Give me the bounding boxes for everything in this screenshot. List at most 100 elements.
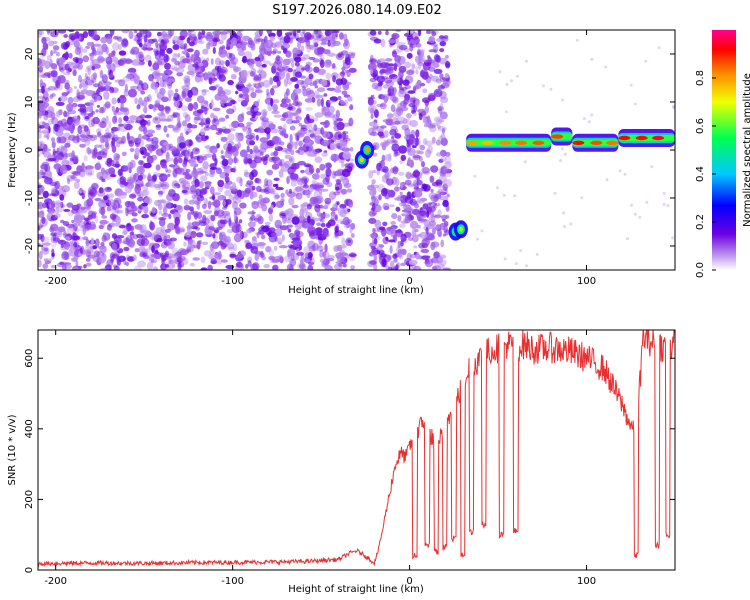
noise-dot xyxy=(285,106,294,110)
noise-dot xyxy=(369,30,377,36)
noise-dot xyxy=(148,157,155,164)
noise-dot xyxy=(39,82,44,87)
noise-dot xyxy=(49,62,57,69)
noise-dot xyxy=(163,125,168,133)
noise-dot xyxy=(342,263,347,268)
noise-dot xyxy=(108,121,112,129)
noise-dot xyxy=(77,74,82,83)
noise-dot xyxy=(237,81,243,86)
noise-dot xyxy=(198,113,204,120)
noise-dot xyxy=(76,133,80,143)
noise-dot xyxy=(186,225,194,230)
noise-dot xyxy=(427,233,436,241)
noise-dot xyxy=(64,51,69,59)
noise-dot xyxy=(222,165,230,170)
noise-dot xyxy=(195,71,205,78)
noise-dot xyxy=(205,181,212,188)
noise-dot xyxy=(113,265,120,270)
noise-dot xyxy=(391,139,398,144)
noise-dot xyxy=(259,127,264,133)
noise-dot xyxy=(148,180,156,188)
noise-dot xyxy=(98,224,105,230)
noise-dot xyxy=(370,94,375,98)
noise-dot xyxy=(82,236,89,241)
noise-dot xyxy=(396,245,403,254)
noise-dot xyxy=(123,227,128,236)
noise-dot xyxy=(672,106,675,110)
noise-dot xyxy=(194,61,199,71)
noise-dot xyxy=(186,37,191,44)
noise-dot xyxy=(117,168,123,176)
noise-dot xyxy=(169,237,177,242)
noise-dot xyxy=(253,145,259,154)
noise-dot xyxy=(143,162,152,169)
noise-dot xyxy=(341,169,351,177)
noise-dot xyxy=(436,140,441,145)
noise-dot xyxy=(124,83,128,93)
noise-dot xyxy=(280,192,285,199)
noise-dot xyxy=(160,31,167,37)
noise-dot xyxy=(185,149,190,159)
noise-dot xyxy=(186,242,194,250)
noise-dot xyxy=(186,48,194,53)
noise-dot xyxy=(387,239,396,243)
noise-dot xyxy=(197,112,201,121)
noise-dot xyxy=(339,32,344,40)
noise-dot xyxy=(227,97,233,103)
noise-dot xyxy=(318,235,324,245)
noise-dot xyxy=(320,204,324,210)
noise-dot xyxy=(311,31,320,40)
noise-dot xyxy=(282,215,287,224)
noise-dot xyxy=(214,57,221,66)
noise-dot xyxy=(560,147,564,151)
noise-dot xyxy=(415,252,420,260)
noise-dot xyxy=(373,254,378,261)
noise-dot xyxy=(214,229,219,234)
noise-dot xyxy=(409,221,419,230)
noise-dot xyxy=(111,105,115,112)
noise-dot xyxy=(177,53,181,58)
noise-dot xyxy=(187,31,197,36)
noise-dot xyxy=(328,105,335,114)
noise-dot xyxy=(127,179,134,184)
noise-dot xyxy=(134,185,141,194)
noise-dot xyxy=(164,118,172,122)
noise-dot xyxy=(90,237,94,245)
noise-dot xyxy=(221,158,229,167)
noise-dot xyxy=(305,34,315,41)
noise-dot xyxy=(317,68,326,76)
noise-dot xyxy=(287,168,292,176)
noise-dot xyxy=(344,38,349,46)
noise-dot xyxy=(369,57,378,63)
noise-dot xyxy=(58,84,63,91)
noise-dot xyxy=(58,136,67,144)
noise-dot xyxy=(427,145,433,155)
noise-dot xyxy=(106,205,112,212)
noise-dot xyxy=(305,61,312,67)
noise-dot xyxy=(79,134,87,138)
noise-dot xyxy=(324,228,329,237)
colorbar-gradient xyxy=(712,30,736,270)
noise-dot xyxy=(201,203,207,209)
noise-dot xyxy=(106,35,113,45)
noise-dot xyxy=(258,229,265,235)
noise-dot xyxy=(265,39,274,49)
noise-dot xyxy=(223,165,233,174)
noise-dot xyxy=(158,218,166,227)
noise-dot xyxy=(325,72,332,80)
noise-dot xyxy=(149,147,153,154)
noise-dot xyxy=(434,193,442,200)
noise-dot xyxy=(436,260,440,264)
noise-dot xyxy=(188,41,195,47)
noise-dot xyxy=(438,232,442,238)
noise-dot xyxy=(67,116,73,126)
noise-dot xyxy=(209,163,217,168)
noise-dot xyxy=(227,30,232,33)
noise-dot xyxy=(189,262,196,267)
noise-dot xyxy=(630,203,634,207)
noise-dot xyxy=(412,170,420,178)
noise-dot xyxy=(429,206,436,213)
noise-dot xyxy=(287,244,294,249)
noise-dot xyxy=(309,82,315,86)
